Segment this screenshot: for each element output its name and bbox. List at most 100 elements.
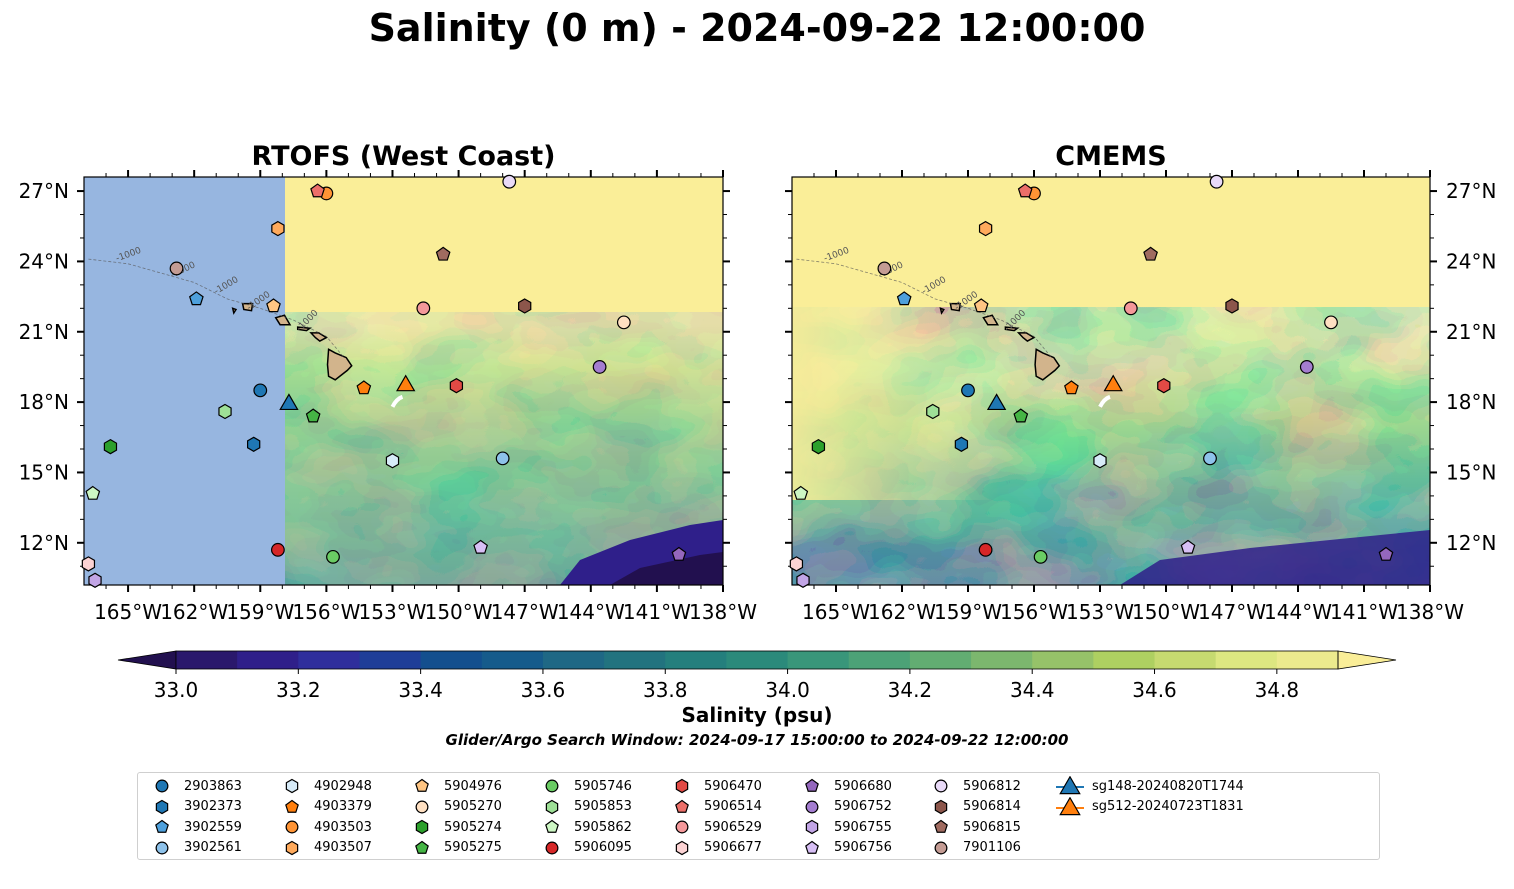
legend-float-symbol: [675, 840, 689, 855]
cmems-low-salinity-band: [1120, 530, 1430, 585]
hexagon-marker-icon: [805, 819, 819, 835]
legend-float-symbol: [805, 778, 819, 792]
legend-item-7901106: 7901106: [925, 838, 1021, 858]
float-marker-5905270: [616, 315, 631, 330]
legend-label: 5905862: [574, 819, 632, 835]
rtofs-map: [84, 177, 723, 585]
colorbar-bin: [726, 651, 789, 669]
legend-float-symbol: [285, 820, 299, 834]
circle-marker-icon: [155, 779, 169, 793]
legend-label: 5905270: [444, 799, 502, 814]
rtofs-lowest-salinity-patch: [610, 552, 723, 585]
colorbar-bin: [665, 651, 727, 669]
circle-marker-icon: [675, 820, 689, 834]
legend-item-4902948: 4902948: [276, 776, 372, 796]
float-marker-2903863: [253, 383, 268, 398]
colorbar-bin: [176, 651, 238, 669]
island-maui: [1016, 332, 1036, 342]
legend-float-symbol: [415, 840, 429, 854]
bathy-contour-line: [796, 258, 1052, 358]
float-marker-5906095: [978, 542, 993, 557]
cmems-west-saline-region: [792, 300, 1052, 500]
colorbar-bin: [909, 651, 972, 669]
float-marker-5905862: [793, 485, 809, 500]
legend-item-5904976: 5904976: [406, 776, 502, 796]
hexagon-marker-icon: [545, 799, 559, 814]
hexagon-marker-icon: [675, 840, 689, 855]
legend-float-symbol: [415, 819, 429, 835]
island-maui: [309, 332, 328, 342]
colorbar-under-arrow: [117, 650, 177, 670]
legend-label: 2903863: [184, 778, 242, 794]
float-marker-5906752: [592, 360, 607, 374]
float-marker-3902561: [1203, 451, 1217, 466]
pentagon-marker-icon: [805, 778, 819, 792]
pentagon-marker-icon: [805, 840, 819, 854]
lon-tick-label: 153°W: [1066, 600, 1134, 624]
hexagon-marker-icon: [675, 778, 689, 794]
lat-tick-label: 12°N: [19, 531, 69, 555]
float-marker-5906815: [435, 246, 451, 261]
legend-item-4903503: 4903503: [276, 817, 372, 837]
colorbar-bin: [1032, 651, 1094, 669]
colorbar-label: Salinity (psu): [681, 703, 833, 727]
float-marker-5905746: [1033, 549, 1048, 564]
float-marker-7901106: [877, 261, 892, 276]
lon-tick-label: 165°W: [94, 600, 162, 624]
hexagon-marker-icon: [934, 799, 948, 814]
legend-label: 5906752: [834, 799, 892, 814]
legend-label: 5906756: [834, 840, 892, 855]
legend-float-symbol: [934, 799, 948, 814]
lon-tick-label: 144°W: [557, 600, 625, 624]
lon-tick-label: 159°W: [934, 600, 1002, 624]
legend-label: 5905275: [444, 840, 502, 855]
legend-label: 7901106: [963, 840, 1021, 855]
legend-label: 4903507: [314, 840, 372, 855]
float-marker-5906677: [789, 556, 804, 572]
float-marker-3902559: [189, 291, 204, 306]
legend-float-symbol: [285, 840, 299, 855]
float-marker-5905275: [305, 408, 321, 423]
float-marker-7901106: [169, 261, 184, 276]
lon-tick-label: 150°W: [425, 600, 493, 624]
legend-item-sg148-20240820T1744: sg148-20240820T1744: [1054, 776, 1244, 796]
colorbar-bin: [1276, 651, 1339, 669]
circle-marker-icon: [545, 779, 559, 793]
colorbar-bin: [237, 651, 299, 669]
colorbar-bin: [1154, 651, 1217, 669]
lat-tick-label: 21°N: [19, 320, 69, 344]
legend-glider-symbol: [1059, 796, 1081, 815]
lat-tick-label: 18°N: [19, 390, 69, 414]
legend-item-5905746: 5905746: [536, 776, 632, 796]
legend-float-symbol: [545, 799, 559, 814]
legend-label: 5906812: [963, 778, 1021, 794]
legend-item-2903863: 2903863: [146, 776, 242, 796]
legend-float-symbol: [545, 819, 559, 833]
legend-item-5905270: 5905270: [406, 797, 502, 817]
legend-label: sg512-20240723T1831: [1092, 799, 1244, 814]
float-marker-5906470: [449, 377, 464, 394]
lat-tick-label: 27°N: [19, 179, 69, 203]
legend-label: 5906677: [704, 840, 762, 855]
float-marker-5906529: [416, 301, 431, 316]
float-marker-5905274: [811, 438, 826, 455]
float-marker-5905275: [1013, 408, 1029, 423]
colorbar-bin: [542, 651, 605, 669]
legend-item-5906815: 5906815: [925, 817, 1021, 837]
bathy-contour-line: [88, 258, 345, 358]
hexagon-marker-icon: [285, 840, 299, 855]
lon-tick-label: 144°W: [1264, 600, 1332, 624]
legend-item-5906755: 5906755: [796, 817, 892, 837]
island-molokai: [1004, 326, 1020, 332]
colorbar-tick-label: 34.4: [1010, 678, 1055, 702]
cmems-frame: [791, 176, 1431, 586]
legend-item-3902373: 3902373: [146, 797, 242, 817]
legend-label: 3902559: [184, 819, 242, 835]
circle-marker-icon: [805, 800, 819, 813]
legend-float-symbol: [155, 779, 169, 793]
colorbar-outline: [175, 650, 1339, 670]
legend-label: 5906755: [834, 819, 892, 835]
salinity-colorbar: 33.0 33.2 33.4 33.6 33.8 34.0 34.2 34.4 34.6 34.8: [117, 650, 1397, 702]
float-marker-5906812: [1209, 174, 1224, 189]
